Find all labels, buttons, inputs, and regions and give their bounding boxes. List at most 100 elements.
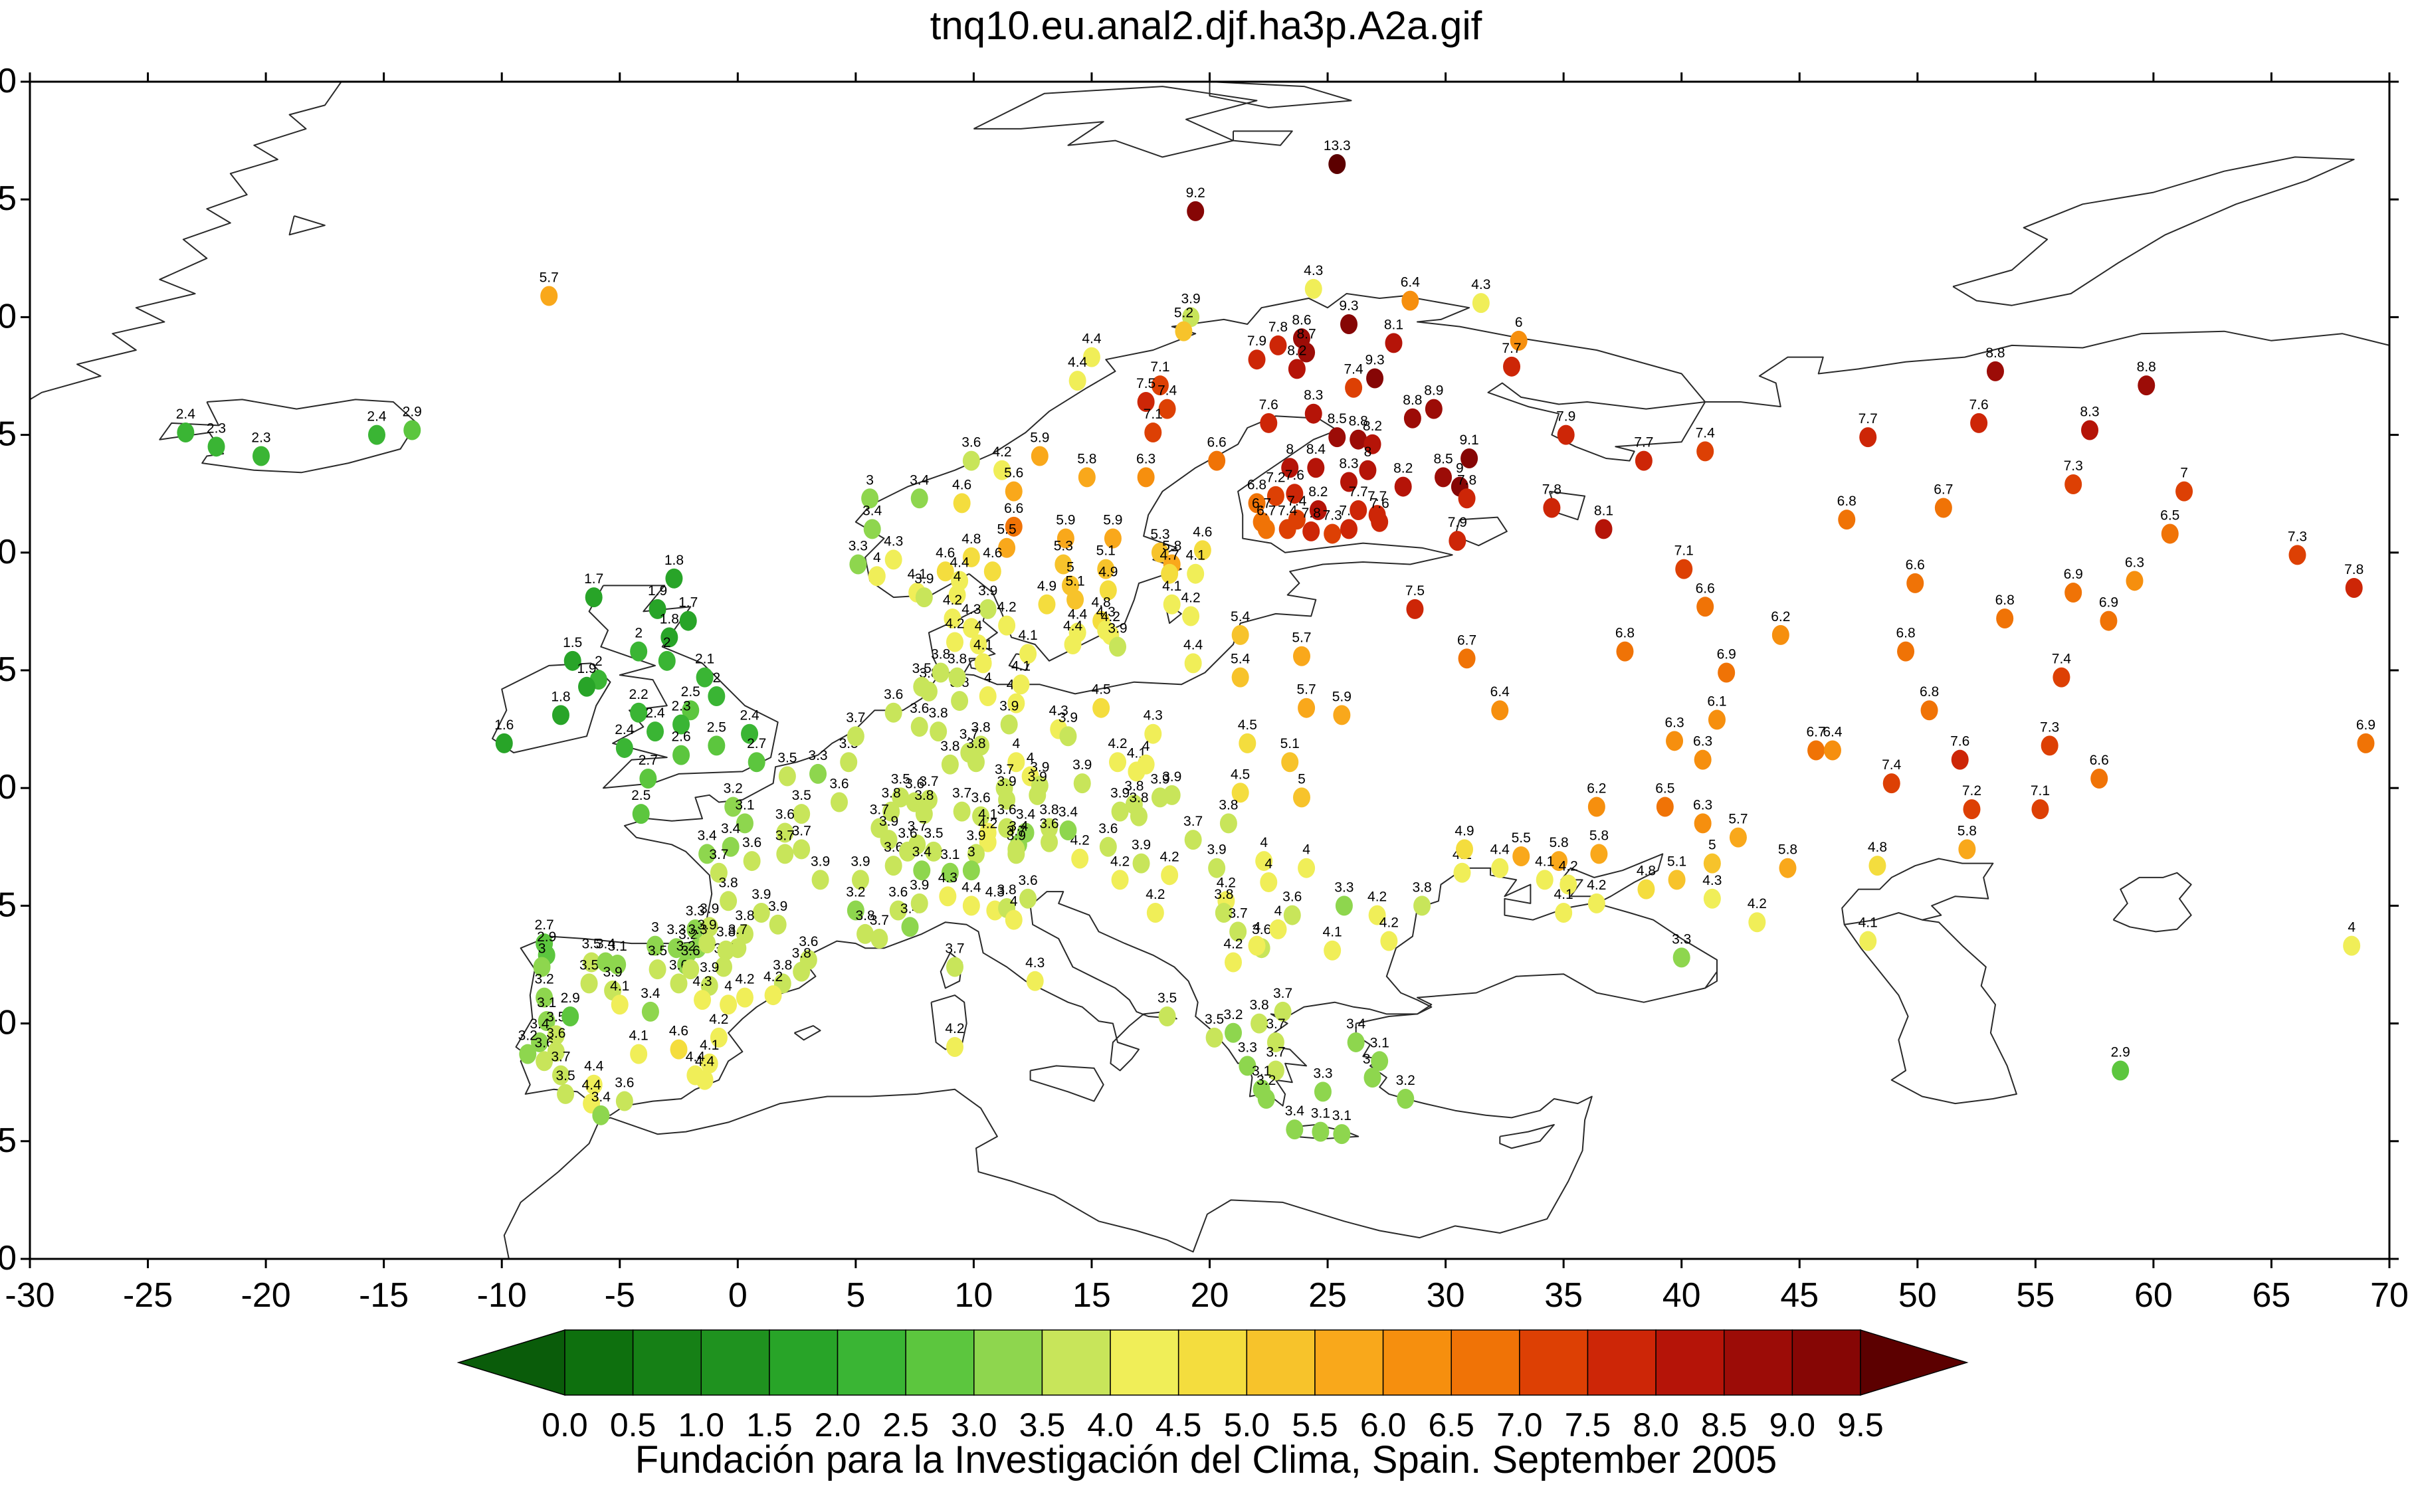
station-dot (969, 634, 987, 655)
station-dot (1472, 293, 1490, 314)
station-value-label: 4.3 (961, 602, 981, 617)
station-dot (1097, 559, 1115, 579)
station-value-label: 3.3 (849, 539, 868, 554)
station-value-label: 7.1 (1150, 359, 1169, 375)
station-value-label: 5.3 (1150, 527, 1169, 542)
station-value-label: 3.4 (862, 503, 882, 518)
station-value-label: 8.7 (1296, 327, 1316, 342)
station-dot (1266, 1032, 1284, 1052)
station-dot (670, 1039, 688, 1060)
station-value-label: 7.4 (1287, 494, 1307, 509)
station-value-label: 4.2 (1108, 736, 1127, 751)
station-value-label: 4 (2348, 920, 2356, 935)
colorbar-tick-label: 3.0 (951, 1406, 997, 1444)
coastline-path (1356, 962, 1718, 1024)
station-value-label: 5.1 (1096, 543, 1116, 559)
station-dot (615, 737, 633, 758)
station-dot (647, 935, 664, 956)
station-dot (1453, 862, 1471, 883)
station-value-label: 3.9 (1207, 842, 1227, 858)
attribution-caption: Fundación para la Investigación del Clim… (635, 1438, 1777, 1481)
station-value-label: 3.8 (1124, 779, 1144, 794)
station-value-label: 4.2 (1146, 887, 1165, 902)
colorbar-tick-label: 7.5 (1565, 1406, 1611, 1444)
station-value-label: 9.2 (1186, 185, 1205, 201)
station-value-label: 8.2 (1393, 461, 1413, 476)
station-dot (1328, 427, 1346, 448)
station-value-label: 3.3 (666, 922, 686, 937)
station-value-label: 6.3 (1693, 734, 1712, 749)
station-value-label: 5.8 (1589, 828, 1609, 843)
station-dot (948, 585, 966, 605)
station-dot (856, 923, 874, 944)
station-value-label: 4.2 (945, 1021, 964, 1036)
station-dot (1510, 330, 1528, 351)
station-value-label: 8.4 (1306, 442, 1326, 457)
station-value-label: 5.7 (1296, 682, 1316, 698)
station-value-label: 4.8 (1868, 840, 1887, 855)
station-dot (1394, 476, 1412, 497)
station-dot (1151, 375, 1169, 396)
station-dot (1298, 858, 1316, 878)
station-value-label: 2.2 (629, 687, 649, 702)
station-dot (207, 436, 225, 457)
station-dot (962, 618, 980, 638)
station-dot (998, 537, 1016, 558)
station-dot (495, 733, 513, 753)
x-axis-tick-label: 60 (2134, 1276, 2173, 1315)
station-dot (1130, 806, 1148, 826)
station-value-label: 3.2 (1396, 1073, 1415, 1088)
station-value-label: 3.5 (582, 936, 601, 951)
station-value-label: 3.9 (768, 899, 787, 914)
station-dot (1274, 1001, 1292, 1022)
station-dot (1225, 952, 1243, 973)
station-value-label: 4.5 (1238, 717, 1257, 733)
station-value-label: 3.8 (735, 908, 754, 923)
station-value-label: 2.1 (695, 652, 714, 667)
station-value-label: 3.9 (1030, 760, 1049, 775)
station-dot (1694, 813, 1712, 834)
station-dot (2031, 799, 2049, 820)
station-value-label: 4.1 (1323, 925, 1342, 940)
station-dot (1278, 519, 1296, 539)
station-value-label: 3.8 (948, 652, 967, 667)
station-dot (840, 752, 858, 773)
station-dot (1187, 201, 1205, 221)
station-dot (1491, 858, 1509, 878)
station-value-label: 6.8 (1995, 593, 2015, 608)
station-dot (967, 752, 985, 773)
station-value-label: 4.2 (1559, 859, 1578, 874)
station-value-label: 3.9 (700, 901, 719, 916)
colorbar-segment (905, 1329, 975, 1396)
station-dot (1449, 531, 1466, 551)
station-value-label: 4 (873, 550, 881, 565)
station-value-label: 7.3 (2040, 719, 2059, 735)
station-value-label: 5.7 (1728, 812, 1748, 827)
station-value-label: 8.3 (2080, 405, 2099, 420)
colorbar-tick-label: 1.5 (746, 1406, 793, 1444)
station-value-label: 5.8 (1549, 835, 1568, 850)
station-dot (892, 787, 910, 808)
station-value-label: 4.8 (961, 531, 981, 547)
station-value-label: 4 (1302, 842, 1310, 858)
station-value-label: 3.8 (1129, 791, 1148, 806)
station-value-label: 3.9 (1150, 771, 1169, 787)
station-dot (649, 599, 666, 619)
station-dot (2357, 733, 2375, 753)
station-value-label: 3.6 (961, 435, 981, 450)
station-value-label: 7.5 (1136, 376, 1156, 391)
station-value-label: 3.8 (1219, 797, 1238, 812)
station-dot (1109, 636, 1127, 657)
station-value-label: 4 (1253, 920, 1261, 935)
station-value-label: 2.7 (535, 917, 554, 933)
colorbar-tick-label: 0.5 (610, 1406, 656, 1444)
station-value-label: 4.3 (1049, 704, 1068, 719)
station-value-label: 3.9 (1132, 838, 1151, 853)
station-dot (962, 547, 980, 567)
station-value-label: 3.9 (851, 854, 870, 869)
station-value-label: 2.9 (537, 929, 556, 945)
station-dot (1503, 356, 1521, 377)
station-value-label: 3.7 (995, 762, 1014, 777)
